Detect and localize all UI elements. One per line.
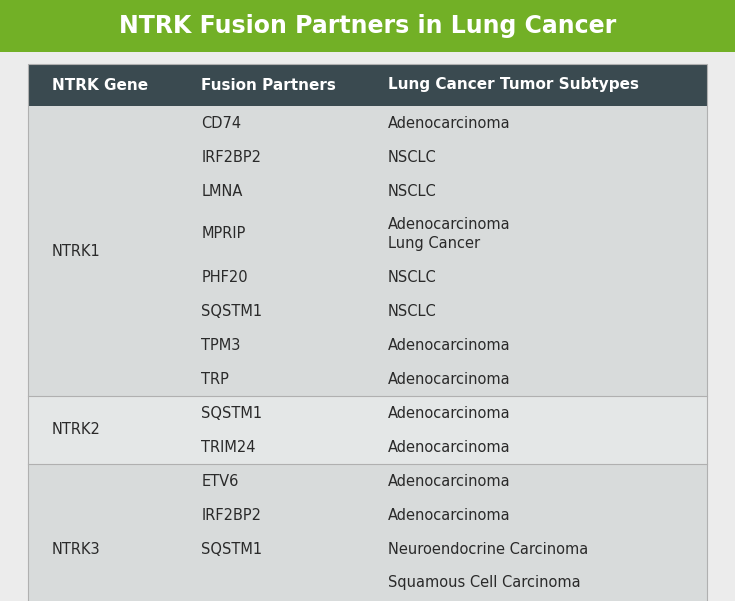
Text: Neuroendocrine Carcinoma: Neuroendocrine Carcinoma	[388, 542, 588, 557]
Text: NTRK Gene: NTRK Gene	[51, 78, 148, 93]
Text: TRP: TRP	[201, 371, 229, 386]
Text: MPRIP: MPRIP	[201, 227, 245, 242]
Bar	[28, 430, 707, 464]
Bar	[28, 140, 707, 174]
Bar	[28, 64, 707, 106]
Text: SQSTM1: SQSTM1	[201, 304, 262, 319]
Text: TPM3: TPM3	[201, 338, 240, 353]
Bar	[28, 208, 707, 260]
Text: NTRK1: NTRK1	[51, 243, 101, 258]
Text: Squamous Cell Carcinoma: Squamous Cell Carcinoma	[388, 576, 581, 591]
Text: SQSTM1: SQSTM1	[201, 406, 262, 421]
Text: NTRK2: NTRK2	[51, 423, 101, 438]
Text: ETV6: ETV6	[201, 474, 239, 489]
Text: Fusion Partners: Fusion Partners	[201, 78, 336, 93]
Text: IRF2BP2: IRF2BP2	[201, 150, 261, 165]
Text: NTRK Fusion Partners in Lung Cancer: NTRK Fusion Partners in Lung Cancer	[119, 14, 616, 38]
Bar	[28, 260, 707, 294]
Bar	[28, 600, 707, 601]
Text: Lung Cancer Tumor Subtypes: Lung Cancer Tumor Subtypes	[388, 78, 639, 93]
Text: Adenocarcinoma: Adenocarcinoma	[388, 474, 511, 489]
Bar	[28, 106, 707, 140]
Text: Adenocarcinoma
Lung Cancer: Adenocarcinoma Lung Cancer	[388, 217, 511, 251]
Text: Adenocarcinoma: Adenocarcinoma	[388, 371, 511, 386]
Text: Adenocarcinoma: Adenocarcinoma	[388, 338, 511, 353]
Bar	[28, 174, 707, 208]
Text: NSCLC: NSCLC	[388, 304, 437, 319]
Text: NSCLC: NSCLC	[388, 150, 437, 165]
Bar	[28, 396, 707, 430]
Text: Adenocarcinoma: Adenocarcinoma	[388, 439, 511, 454]
Text: CD74: CD74	[201, 115, 241, 130]
Bar	[28, 328, 707, 362]
Bar	[28, 498, 707, 532]
Text: PHF20: PHF20	[201, 269, 248, 284]
Bar	[0, 0, 735, 52]
Text: IRF2BP2: IRF2BP2	[201, 507, 261, 522]
Text: TRIM24: TRIM24	[201, 439, 256, 454]
Bar	[28, 566, 707, 600]
Text: Adenocarcinoma: Adenocarcinoma	[388, 115, 511, 130]
Bar	[28, 464, 707, 498]
Text: NSCLC: NSCLC	[388, 183, 437, 198]
Text: Adenocarcinoma: Adenocarcinoma	[388, 406, 511, 421]
Text: LMNA: LMNA	[201, 183, 243, 198]
Bar	[28, 362, 707, 396]
Text: SQSTM1: SQSTM1	[201, 542, 262, 557]
Bar	[28, 294, 707, 328]
Text: Adenocarcinoma: Adenocarcinoma	[388, 507, 511, 522]
Text: NSCLC: NSCLC	[388, 269, 437, 284]
Bar	[28, 532, 707, 566]
Text: NTRK3: NTRK3	[51, 542, 101, 557]
